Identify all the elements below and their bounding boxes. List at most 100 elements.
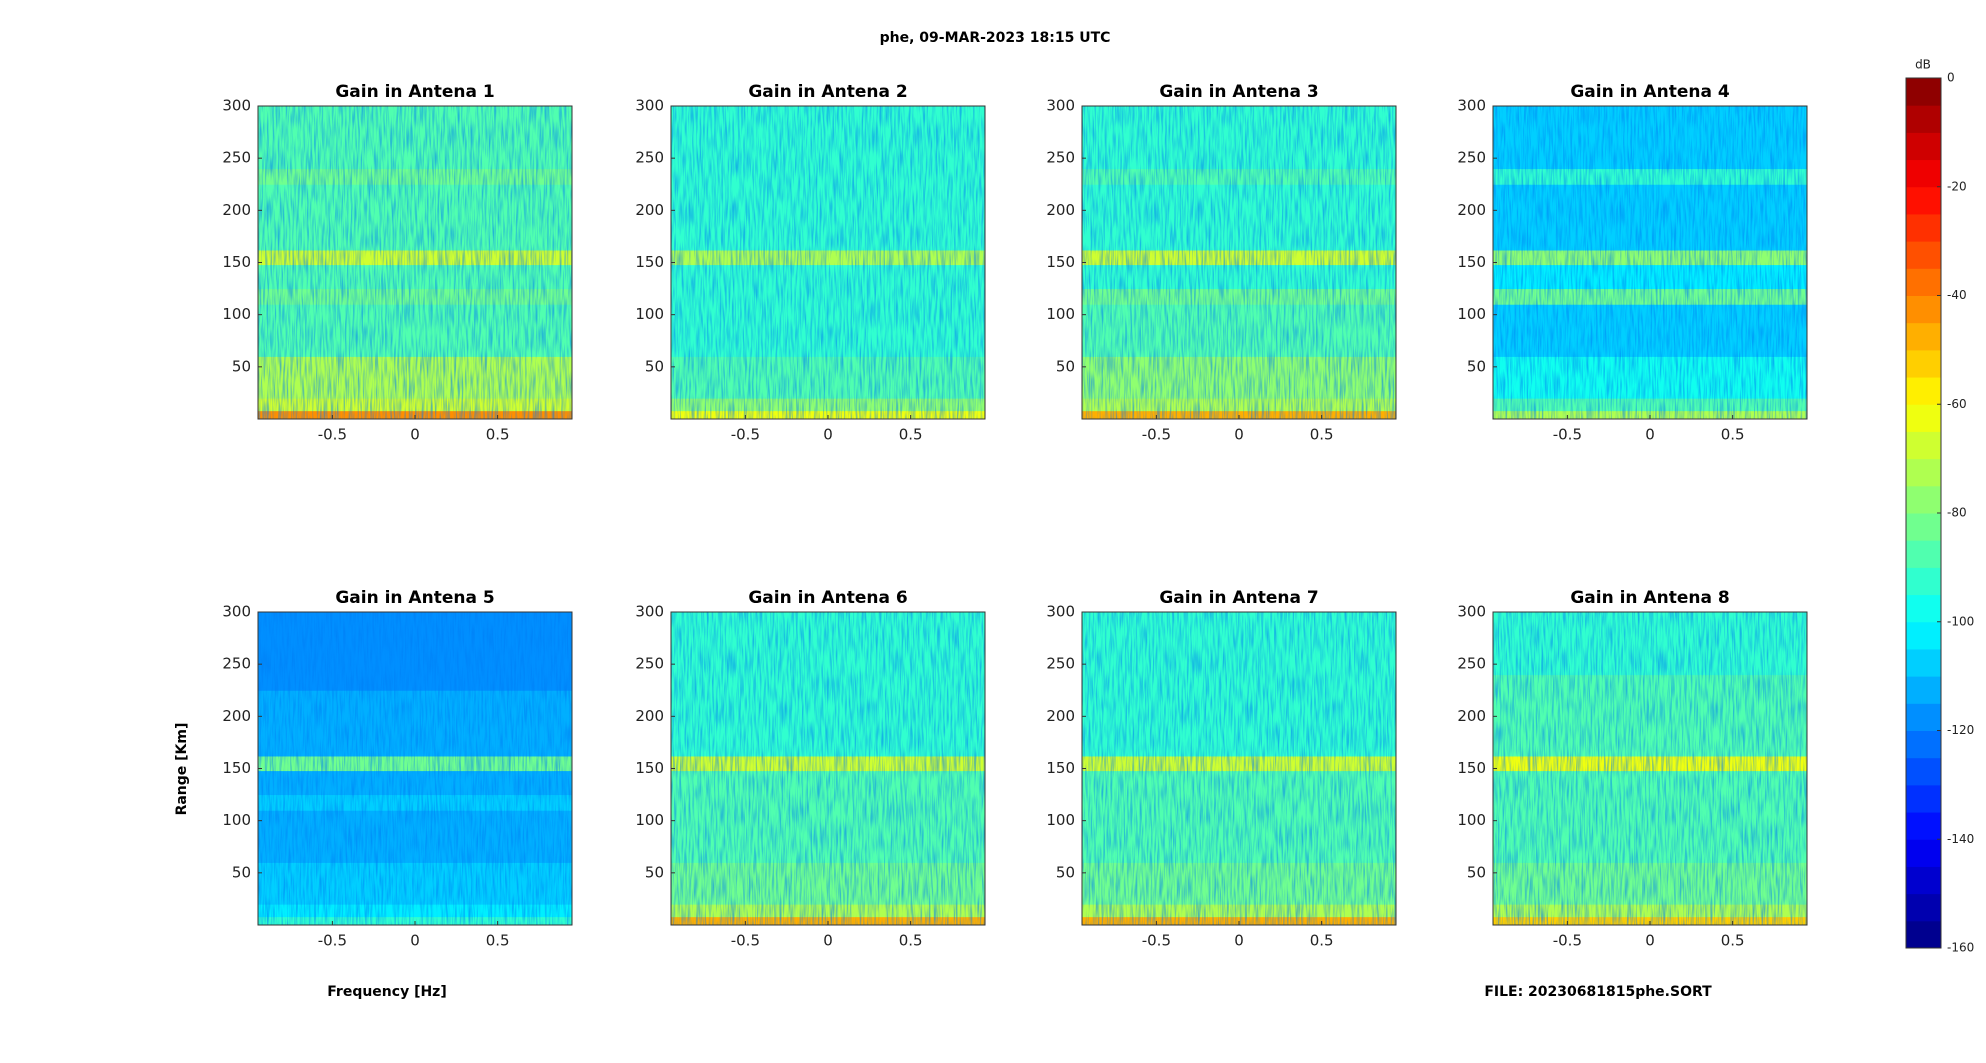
colorbar-step [1906,567,1941,596]
colorbar-step [1906,241,1941,269]
noise-texture [1493,106,1807,419]
colorbar-step [1906,703,1941,731]
colorbar-step [1906,431,1941,460]
colorbar-tick-label: 0 [1947,71,1955,85]
colorbar-step [1906,540,1941,568]
y-tick-label: 100 [1046,811,1075,829]
colorbar-step [1906,812,1941,840]
plot-area [1493,106,1807,419]
x-tick-label: -0.5 [1142,426,1171,444]
y-tick-label: 200 [635,201,664,219]
y-tick-label: 150 [1046,759,1075,777]
plot-area [1082,106,1396,419]
colorbar-tick-label: -80 [1947,506,1967,520]
colorbar-step [1906,757,1941,786]
noise-texture [671,612,985,925]
x-tick-label: -0.5 [1142,932,1171,950]
plot-area [671,106,985,419]
y-tick-label: 300 [1457,97,1486,115]
noise-texture [671,106,985,419]
y-axis-label: Range [Km] [174,723,190,816]
colorbar-step [1906,621,1941,650]
noise-texture [258,106,572,419]
colorbar-step [1906,866,1941,895]
x-tick-label: 0 [1234,426,1244,444]
panel-title: Gain in Antena 6 [748,588,907,608]
y-tick-label: 100 [635,305,664,323]
y-tick-label: 50 [1467,863,1486,881]
y-tick-label: 100 [1457,811,1486,829]
y-tick-label: 200 [222,201,251,219]
colorbar-step [1906,186,1941,215]
y-tick-label: 50 [232,357,251,375]
panel-title: Gain in Antena 1 [335,82,494,102]
x-tick-label: -0.5 [1553,932,1582,950]
x-tick-label: 0 [410,932,420,950]
colorbar-step [1906,730,1941,759]
colorbar-step [1906,648,1941,677]
colorbar-step [1906,159,1941,188]
colorbar-step [1906,458,1941,487]
colorbar-tick-label: -40 [1947,288,1967,302]
y-tick-label: 150 [1457,253,1486,271]
plot-area [258,106,572,419]
y-tick-label: 300 [1046,603,1075,621]
x-tick-label: 0 [410,426,420,444]
colorbar-step [1906,78,1941,106]
colorbar-tick-label: -120 [1947,723,1974,737]
colorbar-tick-label: -60 [1947,397,1967,411]
plot-area [1082,612,1396,925]
colorbar-step [1906,322,1941,351]
x-tick-label: -0.5 [731,932,760,950]
y-tick-label: 250 [222,149,251,167]
colorbar-tick-label: -140 [1947,832,1974,846]
y-tick-label: 200 [222,707,251,725]
x-tick-label: 0.5 [1310,932,1334,950]
file-label: FILE: 20230681815phe.SORT [1484,984,1712,1000]
colorbar-step [1906,839,1941,867]
y-tick-label: 150 [222,253,251,271]
panel-title: Gain in Antena 5 [335,588,494,608]
x-tick-label: -0.5 [731,426,760,444]
y-tick-label: 200 [635,707,664,725]
plot-area [671,612,985,925]
x-tick-label: 0 [1234,932,1244,950]
noise-texture [1082,612,1396,925]
y-tick-label: 200 [1046,707,1075,725]
panel-title: Gain in Antena 7 [1159,588,1318,608]
x-tick-label: -0.5 [318,932,347,950]
panel-title: Gain in Antena 4 [1570,82,1730,102]
y-tick-label: 100 [635,811,664,829]
plot-area [258,612,572,925]
x-tick-label: 0.5 [1310,426,1334,444]
colorbar-tick-label: -20 [1947,179,1967,193]
x-tick-label: 0 [1645,932,1655,950]
colorbar-step [1906,485,1941,514]
noise-texture [1082,106,1396,419]
panel-title: Gain in Antena 2 [748,82,907,102]
y-tick-label: 50 [1056,357,1075,375]
x-tick-label: 0 [823,426,833,444]
x-tick-label: -0.5 [1553,426,1582,444]
colorbar-step [1906,513,1941,541]
y-tick-label: 100 [1046,305,1075,323]
x-tick-label: 0 [823,932,833,950]
colorbar-step [1906,594,1941,623]
colorbar-tick-label: -100 [1947,614,1974,628]
x-tick-label: 0.5 [1721,426,1745,444]
y-tick-label: 150 [635,253,664,271]
y-tick-label: 150 [1457,759,1486,777]
noise-texture [258,612,572,925]
y-tick-label: 50 [232,863,251,881]
y-tick-label: 250 [635,149,664,167]
y-tick-label: 100 [222,811,251,829]
colorbar-step [1906,377,1941,405]
x-tick-label: 0 [1645,426,1655,444]
colorbar-step [1906,784,1941,813]
plot-area [1493,612,1807,925]
y-tick-label: 50 [645,357,664,375]
y-tick-label: 100 [1457,305,1486,323]
y-tick-label: 300 [1457,603,1486,621]
colorbar-step [1906,893,1941,922]
x-tick-label: 0.5 [899,932,923,950]
